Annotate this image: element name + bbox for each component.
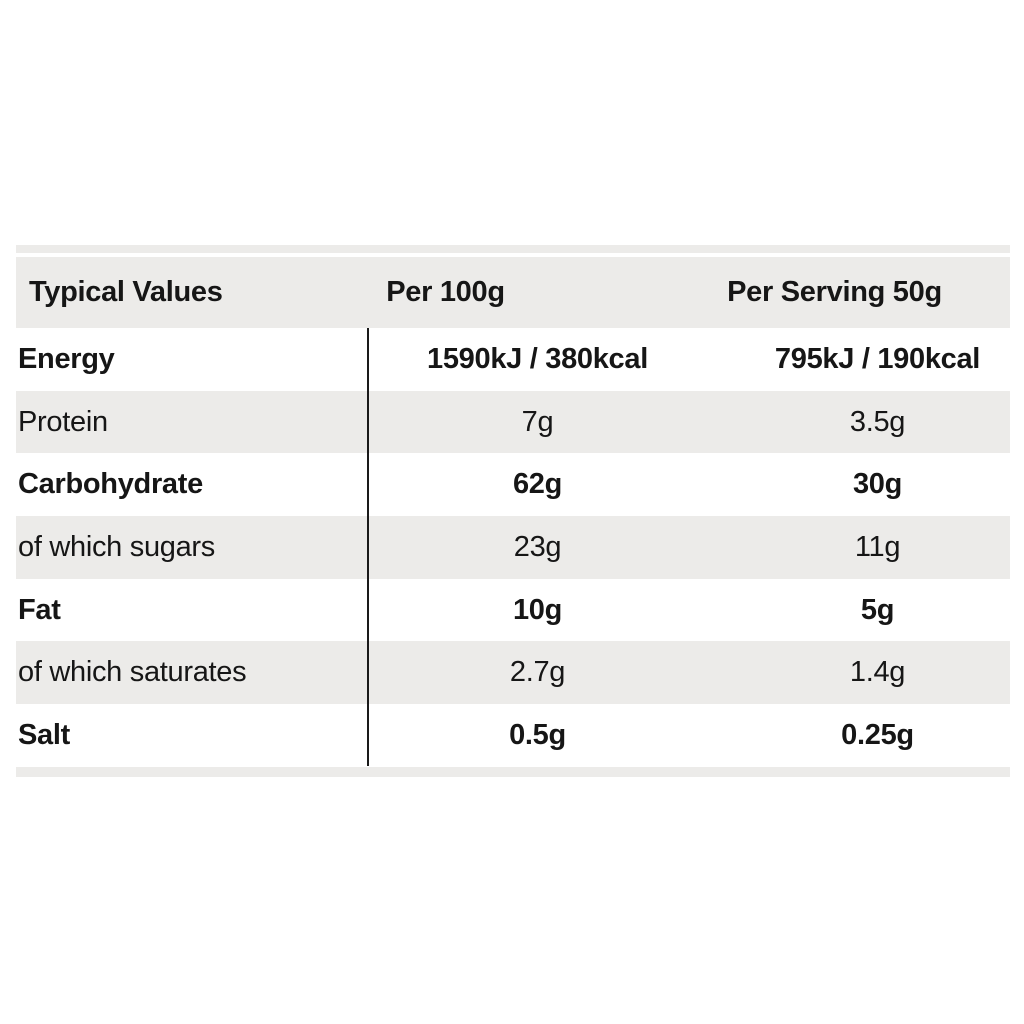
row-per-100g-value: 23g bbox=[513, 530, 562, 563]
row-per-serving-value: 3.5g bbox=[849, 405, 906, 438]
row-per-100g-value: 10g bbox=[512, 593, 563, 626]
top-accent-strip bbox=[16, 245, 1010, 253]
row-per-serving-value: 30g bbox=[852, 468, 903, 501]
row-label: Carbohydrate bbox=[18, 468, 203, 501]
bottom-accent-strip bbox=[16, 766, 1010, 777]
header-per-100g: Per 100g bbox=[386, 276, 505, 308]
table-row-fat: Fat 10g 5g bbox=[16, 579, 1010, 642]
row-per-serving-value: 11g bbox=[854, 530, 901, 563]
row-per-100g-value: 62g bbox=[512, 468, 563, 501]
header-typical-values: Typical Values bbox=[29, 276, 223, 308]
table-row-salt: Salt 0.5g 0.25g bbox=[16, 704, 1010, 767]
row-per-100g-value: 0.5g bbox=[509, 718, 566, 751]
column-divider-line bbox=[367, 328, 369, 766]
table-row-of-which-saturates: of which saturates 2.7g 1.4g bbox=[16, 641, 1010, 705]
row-label: Energy bbox=[18, 342, 115, 375]
row-label: of which sugars bbox=[18, 530, 215, 563]
row-per-serving-value: 1.4g bbox=[849, 656, 906, 689]
row-per-serving-value: 0.25g bbox=[841, 718, 914, 751]
table-body: Energy 1590kJ / 380kcal 795kJ / 190kcal … bbox=[16, 328, 1010, 767]
table-row-of-which-sugars: of which sugars 23g 11g bbox=[16, 516, 1010, 579]
header-per-serving-50g: Per Serving 50g bbox=[727, 276, 942, 308]
table-header-row: Typical Values Per 100g Per Serving 50g bbox=[16, 257, 1010, 328]
table-row-energy: Energy 1590kJ / 380kcal 795kJ / 190kcal bbox=[16, 328, 1010, 391]
row-label: Fat bbox=[18, 593, 61, 626]
table-row-protein: Protein 7g 3.5g bbox=[16, 390, 1010, 454]
row-per-100g-value: 7g bbox=[521, 405, 554, 438]
row-label: Protein bbox=[18, 405, 108, 438]
row-per-serving-value: 795kJ / 190kcal bbox=[774, 342, 981, 375]
table-row-carbohydrate: Carbohydrate 62g 30g bbox=[16, 453, 1010, 516]
row-per-serving-value: 5g bbox=[860, 593, 895, 626]
row-per-100g-value: 2.7g bbox=[509, 656, 566, 689]
nutrition-table: Typical Values Per 100g Per Serving 50g … bbox=[16, 245, 1010, 777]
row-label: Salt bbox=[18, 718, 70, 751]
row-label: of which saturates bbox=[18, 656, 247, 689]
row-per-100g-value: 1590kJ / 380kcal bbox=[427, 342, 648, 375]
